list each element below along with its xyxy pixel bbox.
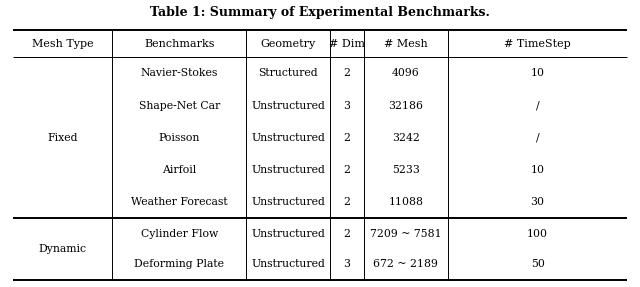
Text: Mesh Type: Mesh Type bbox=[31, 40, 93, 49]
Text: 7209 ~ 7581: 7209 ~ 7581 bbox=[370, 228, 442, 238]
Text: 3: 3 bbox=[343, 259, 350, 269]
Text: 4096: 4096 bbox=[392, 69, 420, 78]
Text: Cylinder Flow: Cylinder Flow bbox=[141, 228, 218, 238]
Text: Navier-Stokes: Navier-Stokes bbox=[141, 69, 218, 78]
Text: 10: 10 bbox=[531, 69, 545, 78]
Text: Unstructured: Unstructured bbox=[251, 165, 325, 175]
Text: Structured: Structured bbox=[258, 69, 318, 78]
Text: Benchmarks: Benchmarks bbox=[144, 40, 214, 49]
Text: Unstructured: Unstructured bbox=[251, 259, 325, 269]
Text: Table 1: Summary of Experimental Benchmarks.: Table 1: Summary of Experimental Benchma… bbox=[150, 6, 490, 20]
Text: /: / bbox=[536, 133, 540, 143]
Text: 11088: 11088 bbox=[388, 197, 423, 207]
Text: Weather Forecast: Weather Forecast bbox=[131, 197, 227, 207]
Text: Unstructured: Unstructured bbox=[251, 197, 325, 207]
Text: 2: 2 bbox=[343, 69, 350, 78]
Text: # Dim: # Dim bbox=[328, 40, 365, 49]
Text: 100: 100 bbox=[527, 228, 548, 238]
Text: 2: 2 bbox=[343, 197, 350, 207]
Text: Geometry: Geometry bbox=[260, 40, 316, 49]
Text: Unstructured: Unstructured bbox=[251, 101, 325, 110]
Text: 672 ~ 2189: 672 ~ 2189 bbox=[373, 259, 438, 269]
Text: Poisson: Poisson bbox=[159, 133, 200, 143]
Text: 32186: 32186 bbox=[388, 101, 423, 110]
Text: Deforming Plate: Deforming Plate bbox=[134, 259, 224, 269]
Text: 2: 2 bbox=[343, 133, 350, 143]
Text: # TimeStep: # TimeStep bbox=[504, 40, 571, 49]
Text: Dynamic: Dynamic bbox=[38, 244, 86, 254]
Text: 30: 30 bbox=[531, 197, 545, 207]
Text: Unstructured: Unstructured bbox=[251, 133, 325, 143]
Text: Shape-Net Car: Shape-Net Car bbox=[139, 101, 220, 110]
Text: 2: 2 bbox=[343, 165, 350, 175]
Text: 2: 2 bbox=[343, 228, 350, 238]
Text: Fixed: Fixed bbox=[47, 133, 77, 143]
Text: 50: 50 bbox=[531, 259, 545, 269]
Text: 5233: 5233 bbox=[392, 165, 420, 175]
Text: /: / bbox=[536, 101, 540, 110]
Text: Airfoil: Airfoil bbox=[162, 165, 196, 175]
Text: Unstructured: Unstructured bbox=[251, 228, 325, 238]
Text: 3242: 3242 bbox=[392, 133, 420, 143]
Text: 3: 3 bbox=[343, 101, 350, 110]
Text: 10: 10 bbox=[531, 165, 545, 175]
Text: # Mesh: # Mesh bbox=[384, 40, 428, 49]
